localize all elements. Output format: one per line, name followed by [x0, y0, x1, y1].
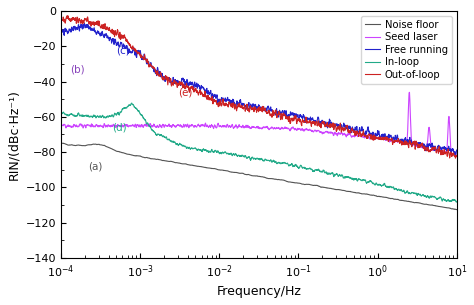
Noise floor — [78, 144, 84, 147]
Seed laser — [454, 154, 460, 158]
Free running — [443, 146, 448, 150]
Out-of-loop — [58, 18, 64, 21]
X-axis label: Frequency/Hz: Frequency/Hz — [217, 285, 301, 298]
Noise floor — [58, 141, 64, 145]
Out-of-loop — [370, 136, 376, 139]
Free running — [454, 148, 460, 152]
Out-of-loop — [454, 154, 460, 158]
In-loop — [240, 154, 246, 158]
Seed laser — [442, 151, 448, 154]
Line: Noise floor: Noise floor — [61, 143, 457, 210]
Line: Out-of-loop: Out-of-loop — [61, 16, 457, 158]
Free running — [442, 148, 448, 152]
Seed laser — [370, 136, 375, 140]
In-loop — [370, 182, 376, 185]
Noise floor — [58, 141, 64, 145]
Seed laser — [78, 122, 84, 126]
Free running — [240, 103, 246, 107]
Free running — [251, 103, 256, 106]
Seed laser — [453, 155, 458, 159]
Noise floor — [454, 208, 459, 211]
Line: Free running: Free running — [61, 23, 457, 156]
Noise floor — [454, 208, 460, 211]
Legend: Noise floor, Seed laser, Free running, In-loop, Out-of-loop: Noise floor, Seed laser, Free running, I… — [361, 16, 452, 84]
Out-of-loop — [443, 151, 448, 154]
Out-of-loop — [442, 152, 448, 156]
Seed laser — [58, 124, 64, 128]
Noise floor — [443, 206, 448, 210]
Out-of-loop — [251, 107, 256, 111]
Seed laser — [407, 91, 412, 94]
Noise floor — [370, 193, 376, 197]
In-loop — [454, 200, 460, 204]
Seed laser — [251, 125, 256, 129]
Seed laser — [240, 124, 246, 127]
Text: (a): (a) — [88, 162, 102, 172]
In-loop — [58, 111, 64, 115]
Out-of-loop — [240, 107, 246, 110]
Noise floor — [240, 171, 246, 175]
Free running — [58, 29, 64, 33]
Free running — [78, 22, 84, 26]
Line: Seed laser: Seed laser — [61, 92, 457, 157]
Free running — [370, 130, 376, 134]
Line: In-loop: In-loop — [61, 103, 457, 202]
In-loop — [453, 200, 459, 204]
Free running — [452, 154, 457, 157]
Out-of-loop — [78, 18, 84, 22]
Y-axis label: RIN/(dBc·Hz⁻¹): RIN/(dBc·Hz⁻¹) — [7, 89, 20, 180]
In-loop — [129, 101, 135, 105]
Free running — [82, 22, 87, 25]
Noise floor — [442, 206, 448, 210]
Text: (d): (d) — [113, 123, 127, 133]
In-loop — [443, 198, 448, 202]
In-loop — [78, 113, 84, 117]
Text: (c): (c) — [116, 45, 130, 55]
In-loop — [442, 198, 448, 202]
Noise floor — [251, 174, 256, 178]
Out-of-loop — [65, 14, 71, 17]
Text: (e): (e) — [178, 88, 192, 98]
Text: (b): (b) — [70, 65, 84, 75]
Seed laser — [443, 151, 448, 154]
Out-of-loop — [453, 156, 458, 160]
In-loop — [251, 157, 256, 160]
